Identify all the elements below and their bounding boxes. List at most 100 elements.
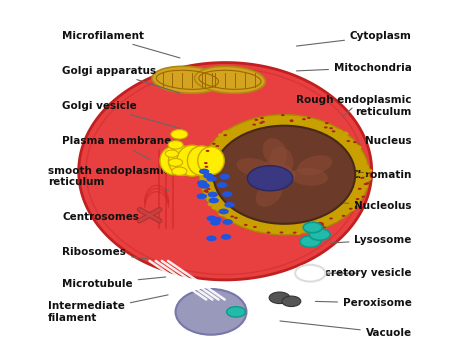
Ellipse shape: [253, 227, 261, 231]
Ellipse shape: [256, 180, 283, 207]
Ellipse shape: [230, 215, 234, 217]
Ellipse shape: [205, 166, 209, 168]
Ellipse shape: [172, 167, 187, 175]
Ellipse shape: [348, 203, 356, 207]
Ellipse shape: [261, 122, 268, 127]
Ellipse shape: [227, 307, 246, 317]
Ellipse shape: [249, 122, 256, 126]
Ellipse shape: [303, 222, 310, 227]
Ellipse shape: [197, 180, 207, 186]
Ellipse shape: [358, 188, 362, 190]
Ellipse shape: [320, 222, 328, 226]
Text: Golgi apparatus: Golgi apparatus: [62, 66, 180, 93]
Ellipse shape: [261, 121, 265, 123]
Ellipse shape: [293, 118, 301, 122]
Ellipse shape: [325, 122, 328, 124]
Ellipse shape: [205, 171, 212, 175]
Text: Golgi vesicle: Golgi vesicle: [62, 101, 180, 128]
Ellipse shape: [270, 147, 293, 175]
Ellipse shape: [234, 133, 241, 138]
Ellipse shape: [211, 205, 219, 210]
Ellipse shape: [210, 157, 218, 161]
Ellipse shape: [290, 168, 328, 186]
Ellipse shape: [208, 192, 218, 197]
Ellipse shape: [208, 202, 215, 207]
Ellipse shape: [354, 187, 362, 192]
Ellipse shape: [202, 195, 210, 199]
Ellipse shape: [197, 167, 204, 171]
Text: Intermediate
filament: Intermediate filament: [48, 295, 168, 323]
Ellipse shape: [287, 121, 295, 126]
Ellipse shape: [216, 137, 223, 141]
Ellipse shape: [187, 146, 216, 175]
Ellipse shape: [330, 218, 338, 222]
Ellipse shape: [312, 227, 316, 229]
Ellipse shape: [320, 224, 324, 226]
Ellipse shape: [223, 134, 227, 136]
Ellipse shape: [348, 143, 356, 147]
Ellipse shape: [208, 152, 216, 156]
Ellipse shape: [276, 119, 284, 124]
Ellipse shape: [207, 198, 214, 202]
Ellipse shape: [207, 188, 210, 190]
Ellipse shape: [260, 224, 268, 228]
Ellipse shape: [309, 229, 313, 232]
Ellipse shape: [255, 119, 258, 121]
Ellipse shape: [294, 231, 301, 235]
Ellipse shape: [202, 182, 210, 186]
Text: Plasma membrane: Plasma membrane: [62, 136, 172, 159]
Text: Microfilament: Microfilament: [62, 31, 180, 58]
Ellipse shape: [352, 191, 360, 195]
Ellipse shape: [207, 216, 217, 221]
Ellipse shape: [307, 220, 314, 224]
Ellipse shape: [359, 173, 366, 177]
Ellipse shape: [360, 180, 368, 185]
Ellipse shape: [326, 220, 333, 224]
Ellipse shape: [210, 189, 217, 193]
Ellipse shape: [177, 145, 207, 176]
Ellipse shape: [322, 226, 326, 228]
Ellipse shape: [364, 183, 367, 185]
Ellipse shape: [219, 212, 226, 216]
Ellipse shape: [247, 128, 255, 132]
Ellipse shape: [247, 166, 293, 191]
Text: Peroxisome: Peroxisome: [315, 298, 412, 308]
Ellipse shape: [210, 220, 220, 226]
Ellipse shape: [362, 165, 369, 169]
Ellipse shape: [300, 236, 320, 247]
Ellipse shape: [194, 66, 265, 93]
Ellipse shape: [204, 189, 208, 191]
Ellipse shape: [346, 140, 350, 142]
Ellipse shape: [168, 158, 182, 166]
Ellipse shape: [209, 164, 216, 168]
Ellipse shape: [209, 198, 219, 203]
Ellipse shape: [264, 116, 272, 121]
Ellipse shape: [217, 182, 228, 188]
Ellipse shape: [204, 159, 211, 163]
Ellipse shape: [332, 130, 336, 132]
Ellipse shape: [203, 173, 214, 179]
Ellipse shape: [200, 175, 207, 179]
Ellipse shape: [258, 166, 296, 184]
Ellipse shape: [230, 210, 237, 214]
Ellipse shape: [360, 177, 364, 179]
Text: Ribosomes: Ribosomes: [62, 247, 147, 259]
Ellipse shape: [309, 121, 317, 126]
Ellipse shape: [263, 138, 287, 166]
Ellipse shape: [206, 150, 210, 152]
Ellipse shape: [165, 150, 178, 157]
Ellipse shape: [206, 235, 217, 241]
Ellipse shape: [198, 183, 208, 188]
Ellipse shape: [358, 173, 365, 177]
Text: Microtubule: Microtubule: [62, 277, 166, 289]
Ellipse shape: [211, 217, 222, 223]
Ellipse shape: [361, 196, 365, 198]
Ellipse shape: [222, 130, 230, 134]
Ellipse shape: [252, 124, 256, 126]
Ellipse shape: [364, 177, 372, 181]
Ellipse shape: [282, 296, 301, 306]
Ellipse shape: [259, 122, 263, 124]
Ellipse shape: [347, 152, 355, 156]
Ellipse shape: [199, 169, 210, 174]
Ellipse shape: [365, 168, 373, 173]
